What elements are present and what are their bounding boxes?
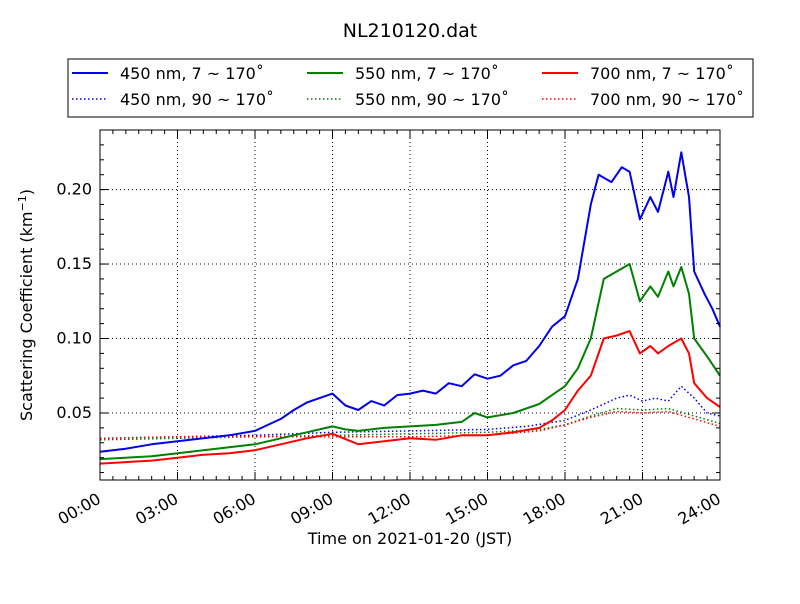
legend-frame (67, 58, 754, 118)
x-tick-label: 09:00 (287, 489, 336, 529)
y-axis-label: Scattering Coefficient (km−1) (16, 189, 36, 421)
plot-area: 00:00 03:00 06:00 09:00 12:00 15:00 18:00 21:00… (55, 129, 724, 529)
x-tick-label: 21:00 (597, 489, 646, 529)
legend-label: 550 nm, 90 ~ 170˚ (355, 90, 509, 109)
y-tick-label: 0.05 (56, 403, 92, 422)
legend-label: 450 nm, 7 ~ 170˚ (120, 64, 264, 83)
legend-label: 450 nm, 90 ~ 170˚ (120, 90, 274, 109)
legend-label: 700 nm, 7 ~ 170˚ (590, 64, 734, 83)
series-line-2 (99, 263, 721, 461)
x-tick-label: 15:00 (442, 489, 491, 529)
legend: 450 nm, 7 ~ 170˚ 550 nm, 7 ~ 170˚ 700 nm, … (67, 58, 754, 118)
y-axis-label-close: ) (17, 189, 36, 195)
x-axis-label: Time on 2021-01-20 (JST) (307, 529, 512, 548)
y-axis-label-superscript: −1 (16, 195, 29, 211)
y-tick-label: 0.20 (56, 180, 92, 199)
series-line-5 (99, 410, 721, 440)
chart-title: NL210120.dat (343, 20, 478, 42)
y-axis-label-main: Scattering Coefficient (km (17, 211, 36, 421)
legend-label: 700 nm, 90 ~ 170˚ (590, 90, 744, 109)
legend-label: 550 nm, 7 ~ 170˚ (355, 64, 499, 83)
x-tick-label: 03:00 (132, 489, 181, 529)
x-tick-label: 12:00 (365, 489, 414, 529)
x-tick-label: 18:00 (520, 489, 569, 529)
y-tick-label: 0.15 (56, 254, 92, 273)
x-tick-label: 06:00 (210, 489, 259, 529)
y-tick-label: 0.10 (56, 329, 92, 348)
series-line-0 (99, 151, 721, 453)
x-tick-label: 24:00 (675, 489, 724, 529)
x-tick-label: 00:00 (55, 489, 104, 529)
series-line-4 (99, 330, 721, 465)
